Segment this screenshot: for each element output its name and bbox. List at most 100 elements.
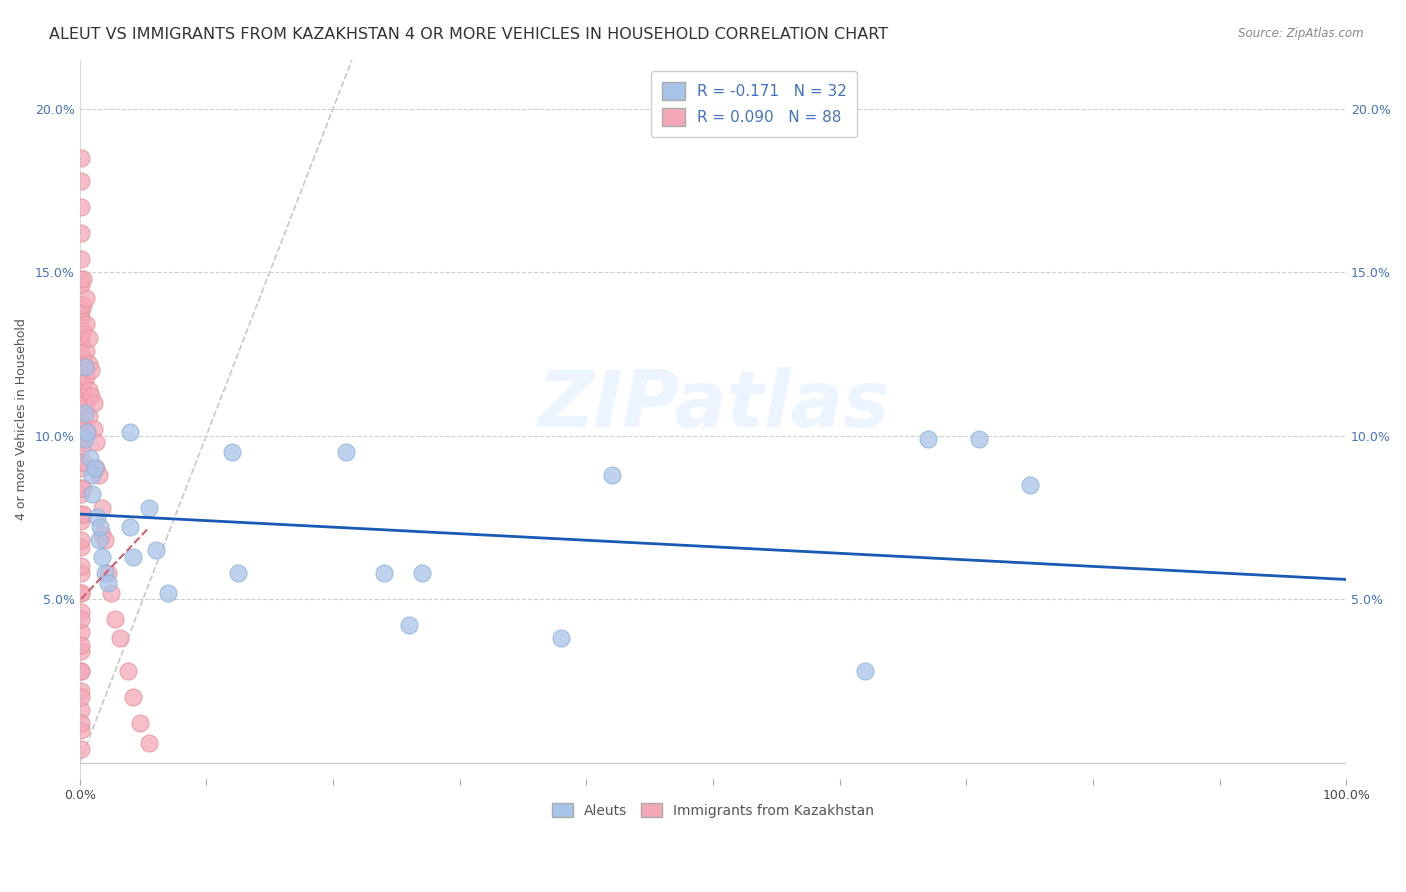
Text: Source: ZipAtlas.com: Source: ZipAtlas.com [1239,27,1364,40]
Point [70,428,93,442]
Point [72,455,94,469]
Point [70,252,93,266]
Point [91,526,114,541]
Point [72,507,94,521]
Point [82,467,104,482]
Point [70,402,93,417]
Point [70,585,93,599]
Point [138,500,160,515]
Point [70,330,93,344]
Point [70,585,93,599]
Point [70,514,93,528]
Point [72,402,94,417]
Point [77,383,100,397]
Point [72,428,94,442]
Point [70,540,93,554]
Point [75,422,97,436]
Point [80,389,103,403]
Point [70,363,93,377]
Point [77,409,100,423]
Point [89,520,111,534]
Point [73,406,96,420]
Point [373,566,395,580]
Point [70,605,93,619]
Point [100,585,122,599]
Point [120,520,142,534]
Point [70,716,93,731]
Point [70,533,93,548]
Point [157,585,180,599]
Point [129,716,152,731]
Point [70,742,93,756]
Point [91,500,114,515]
Point [70,690,93,705]
Point [70,487,93,501]
Point [84,435,107,450]
Point [70,703,93,717]
Point [72,350,94,364]
Point [120,425,142,440]
Point [73,359,96,374]
Point [70,507,93,521]
Point [73,432,96,446]
Point [70,409,93,423]
Point [96,575,118,590]
Point [75,291,97,305]
Point [70,612,93,626]
Point [70,481,93,495]
Point [70,226,93,240]
Point [70,723,93,737]
Point [335,445,357,459]
Point [70,324,93,338]
Point [72,271,94,285]
Point [221,445,243,459]
Point [70,298,93,312]
Point [70,200,93,214]
Point [108,632,131,646]
Point [117,664,139,678]
Point [70,566,93,580]
Point [70,151,93,165]
Point [138,736,160,750]
Point [94,533,117,548]
Point [70,337,93,351]
Y-axis label: 4 or more Vehicles in Household: 4 or more Vehicles in Household [15,318,28,520]
Point [70,416,93,430]
Point [72,324,94,338]
Point [83,396,105,410]
Point [87,533,110,548]
Point [70,559,93,574]
Point [917,432,939,446]
Point [70,271,93,285]
Point [80,363,103,377]
Point [122,690,145,705]
Point [70,664,93,678]
Point [70,310,93,325]
Point [84,461,107,475]
Point [77,357,100,371]
Point [70,664,93,678]
Point [70,435,93,450]
Point [75,343,97,358]
Point [94,566,117,580]
Point [70,624,93,639]
Text: ALEUT VS IMMIGRANTS FROM KAZAKHSTAN 4 OR MORE VEHICLES IN HOUSEHOLD CORRELATION : ALEUT VS IMMIGRANTS FROM KAZAKHSTAN 4 OR… [49,27,889,42]
Point [76,425,98,440]
Point [72,481,94,495]
Point [70,357,93,371]
Point [86,510,108,524]
Point [70,376,93,391]
Point [70,173,93,187]
Point [96,566,118,580]
Point [75,318,97,332]
Point [72,298,94,312]
Point [70,383,93,397]
Point [550,632,572,646]
Point [145,543,167,558]
Legend: Aleuts, Immigrants from Kazakhstan: Aleuts, Immigrants from Kazakhstan [544,795,883,826]
Point [70,455,93,469]
Point [70,350,93,364]
Point [967,432,990,446]
Point [600,467,623,482]
Point [853,664,876,678]
